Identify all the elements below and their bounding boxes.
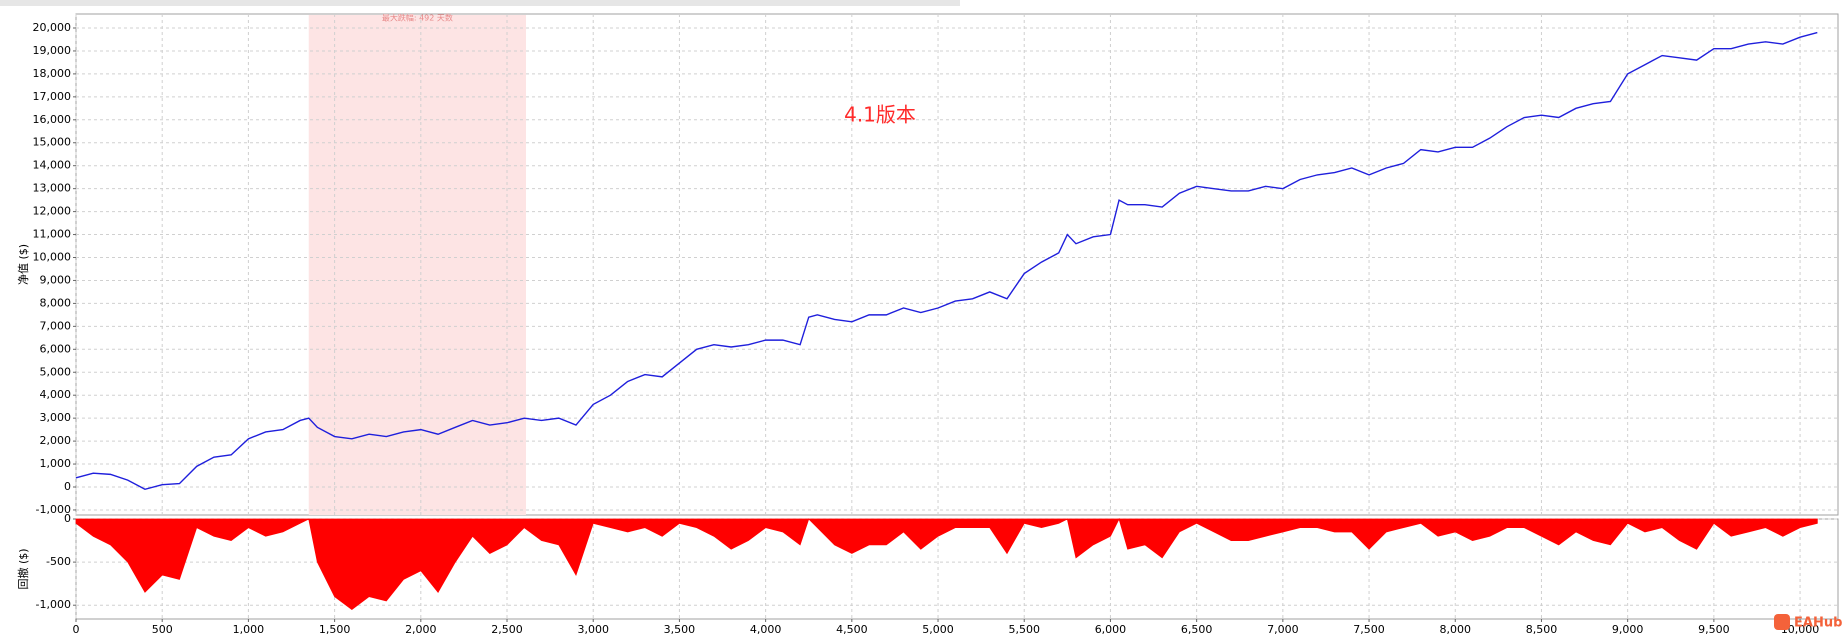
x-tick-label: 1,500 xyxy=(319,623,351,636)
x-tick-label: 1,000 xyxy=(233,623,265,636)
watermark-icon xyxy=(1774,614,1790,630)
x-tick-label: 5,000 xyxy=(922,623,954,636)
y-tick-label: 16,000 xyxy=(33,113,72,126)
y-tick-label: 19,000 xyxy=(33,44,72,57)
y-tick-label: 18,000 xyxy=(33,67,72,80)
y-axis-label: 净值 ($) xyxy=(16,244,30,285)
x-tick-label: 500 xyxy=(152,623,173,636)
y-tick-label: 5,000 xyxy=(40,365,72,378)
x-tick-label: 9,500 xyxy=(1698,623,1730,636)
y-tick-label: 0 xyxy=(64,512,71,525)
y-tick-label: -1,000 xyxy=(36,503,71,516)
x-tick-label: 6,500 xyxy=(1181,623,1213,636)
x-tick-label: 8,500 xyxy=(1526,623,1558,636)
plot-layer: 最大跌幅: 492 天数-1,00001,0002,0003,0004,0005… xyxy=(16,13,1842,637)
x-tick-label: 3,000 xyxy=(577,623,609,636)
x-tick-label: 9,000 xyxy=(1612,623,1644,636)
x-tick-label: 0 xyxy=(73,623,80,636)
y-tick-label: 2,000 xyxy=(40,434,72,447)
x-tick-label: 4,000 xyxy=(750,623,782,636)
tab-strip xyxy=(0,0,960,6)
x-tick-label: 2,500 xyxy=(491,623,523,636)
y-tick-label: 20,000 xyxy=(33,21,72,34)
x-tick-label: 10,000 xyxy=(1781,623,1820,636)
y-tick-label: 14,000 xyxy=(33,159,72,172)
x-tick-label: 6,000 xyxy=(1095,623,1127,636)
y-tick-label: 8,000 xyxy=(40,296,72,309)
y-tick-label: -1,000 xyxy=(36,598,71,611)
annotation: 4.1版本 xyxy=(844,103,916,127)
y-tick-label: 3,000 xyxy=(40,411,72,424)
y-tick-label: 7,000 xyxy=(40,319,72,332)
x-tick-label: 3,500 xyxy=(664,623,696,636)
y-tick-label: 9,000 xyxy=(40,273,72,286)
highlight-label: 最大跌幅: 492 天数 xyxy=(382,13,453,23)
highlight-band xyxy=(308,15,526,515)
y-tick-label: 1,000 xyxy=(40,457,72,470)
x-tick-label: 7,500 xyxy=(1353,623,1385,636)
x-tick-label: 5,500 xyxy=(1008,623,1040,636)
watermark: EAHub xyxy=(1794,616,1842,631)
y-axis-label: 回撤 ($) xyxy=(16,548,30,589)
y-tick-label: 12,000 xyxy=(33,205,72,218)
y-tick-label: 4,000 xyxy=(40,388,72,401)
y-tick-label: 13,000 xyxy=(33,182,72,195)
y-tick-label: 15,000 xyxy=(33,136,72,149)
x-tick-label: 2,000 xyxy=(405,623,437,636)
x-tick-label: 4,500 xyxy=(836,623,868,636)
y-tick-label: 11,000 xyxy=(33,228,72,241)
equity-line xyxy=(75,31,1818,491)
x-tick-label: 8,000 xyxy=(1440,623,1472,636)
drawdown-area xyxy=(75,517,1818,611)
y-tick-label: 17,000 xyxy=(33,90,72,103)
y-tick-label: 10,000 xyxy=(33,251,72,264)
x-tick-label: 7,000 xyxy=(1267,623,1299,636)
y-tick-label: 6,000 xyxy=(40,342,72,355)
y-tick-label: 0 xyxy=(64,480,71,493)
y-tick-label: -500 xyxy=(46,555,71,568)
